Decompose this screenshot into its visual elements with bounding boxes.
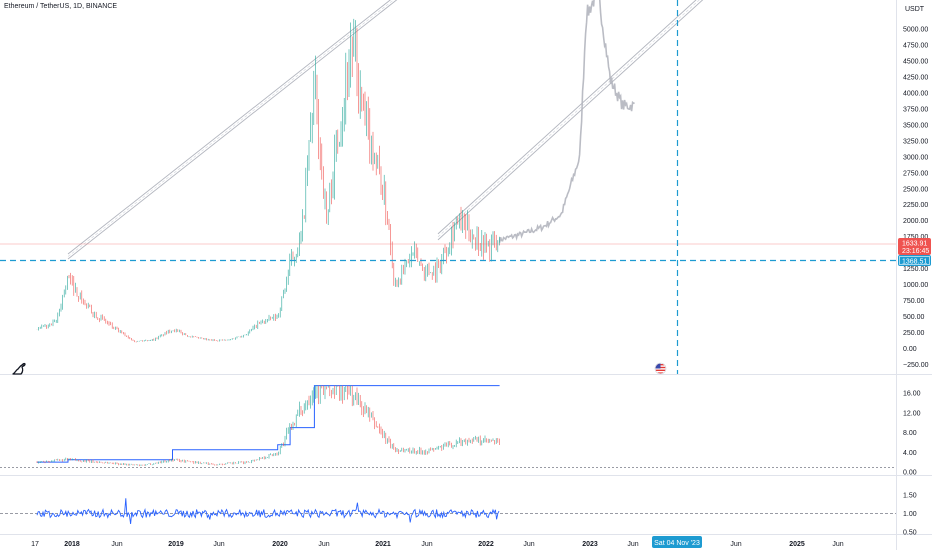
price-tick-label: 3000.00	[903, 154, 928, 161]
time-tick-label: Jun	[318, 541, 329, 548]
channel-line[interactable]	[67, 0, 407, 260]
indicator-tick-label: 0.00	[903, 470, 917, 477]
price-tick-label: 250.00	[903, 330, 925, 337]
price-tick-label: 2750.00	[903, 170, 928, 177]
oscillator-tick-label: 0.50	[903, 530, 917, 537]
price-tick-label: 4750.00	[903, 42, 928, 49]
time-tick-label: Jun	[111, 541, 122, 548]
crosshair-date-value: Sat 04 Nov '23	[654, 540, 700, 547]
channel-line[interactable]	[437, 0, 932, 238]
time-tick-label: 2021	[375, 541, 391, 548]
time-tick-label: 17	[31, 541, 39, 548]
indicator-candles	[36, 385, 500, 467]
price-tick-label: 4000.00	[903, 90, 928, 97]
price-tick-label: 4500.00	[903, 58, 928, 65]
time-tick-label: Jun	[421, 541, 432, 548]
price-tick-label: 2500.00	[903, 186, 928, 193]
bar-countdown: 23:16:45	[902, 248, 929, 255]
price-tick-label: 1750.00	[903, 234, 928, 241]
price-tick-label: 750.00	[903, 298, 925, 305]
time-axis[interactable]: 17 2018 Jun 2019 Jun 2020 Jun 2021 Jun 2022 Jun 202…	[31, 541, 844, 548]
indicator-step-line	[37, 385, 500, 463]
time-tick-label: 2025	[789, 541, 805, 548]
indicator-tick-label: 4.00	[903, 450, 917, 457]
price-tick-label: 1250.00	[903, 266, 928, 273]
indicator-axis[interactable]: 16.00 12.00 8.00 4.00 0.00	[903, 391, 921, 477]
channel-line[interactable]	[437, 0, 932, 241]
time-tick-label: 2020	[272, 541, 288, 548]
price-tick-label: 1000.00	[903, 282, 928, 289]
price-candles	[36, 18, 500, 343]
channel-line[interactable]	[437, 0, 932, 235]
time-tick-label: Jun	[832, 541, 843, 548]
price-tick-label: 4250.00	[903, 74, 928, 81]
chart-title: Ethereum / TetherUS, 1D, BINANCE	[4, 3, 118, 10]
usa-flag-icon[interactable]	[654, 362, 667, 375]
price-tick-label: 0.00	[903, 346, 917, 353]
price-tick-label: 3750.00	[903, 106, 928, 113]
crosshair-date-badge: Sat 04 Nov '23	[652, 536, 702, 548]
price-tick-label: 3250.00	[903, 138, 928, 145]
oscillator-line	[36, 498, 500, 524]
time-tick-label: 2022	[478, 541, 494, 548]
crosshair-price-badge: 1368.51	[898, 255, 931, 266]
time-tick-label: Jun	[213, 541, 224, 548]
channel-line[interactable]	[67, 0, 407, 257]
price-tick-label: 2250.00	[903, 202, 928, 209]
indicator-tick-label: 16.00	[903, 391, 921, 398]
currency-label: USDT	[905, 6, 925, 13]
last-price-badge: 1633.91 23:16:45	[898, 238, 931, 255]
indicator-tick-label: 8.00	[903, 430, 917, 437]
crosshair-price-value: 1368.51	[902, 259, 927, 266]
price-tick-label: 500.00	[903, 314, 925, 321]
price-projection-path[interactable]	[498, 0, 635, 243]
last-price-value: 1633.91	[902, 241, 927, 248]
price-tick-label: 5000.00	[903, 27, 928, 34]
price-axis[interactable]: 5000.00 4750.00 4500.00 4250.00 4000.00 3750.…	[903, 27, 929, 369]
time-tick-label: Jun	[627, 541, 638, 548]
channel-line[interactable]	[67, 0, 407, 255]
price-tick-label: 2000.00	[903, 218, 928, 225]
price-tick-label: 3500.00	[903, 122, 928, 129]
time-tick-label: 2019	[168, 541, 184, 548]
oscillator-tick-label: 1.00	[903, 511, 917, 518]
indicator-tick-label: 12.00	[903, 410, 921, 417]
lower-channel-drawing[interactable]	[437, 0, 932, 241]
upper-channel-drawing[interactable]	[67, 0, 407, 260]
price-tick-label: −250.00	[903, 362, 929, 369]
oscillator-axis[interactable]: 1.50 1.00 0.50	[903, 493, 917, 537]
time-tick-label: Jun	[523, 541, 534, 548]
oscillator-tick-label: 1.50	[903, 493, 917, 500]
time-tick-label: 2023	[582, 541, 598, 548]
tradingview-logo-icon[interactable]	[12, 362, 26, 375]
time-tick-label: Jun	[730, 541, 741, 548]
time-tick-label: 2018	[64, 541, 80, 548]
